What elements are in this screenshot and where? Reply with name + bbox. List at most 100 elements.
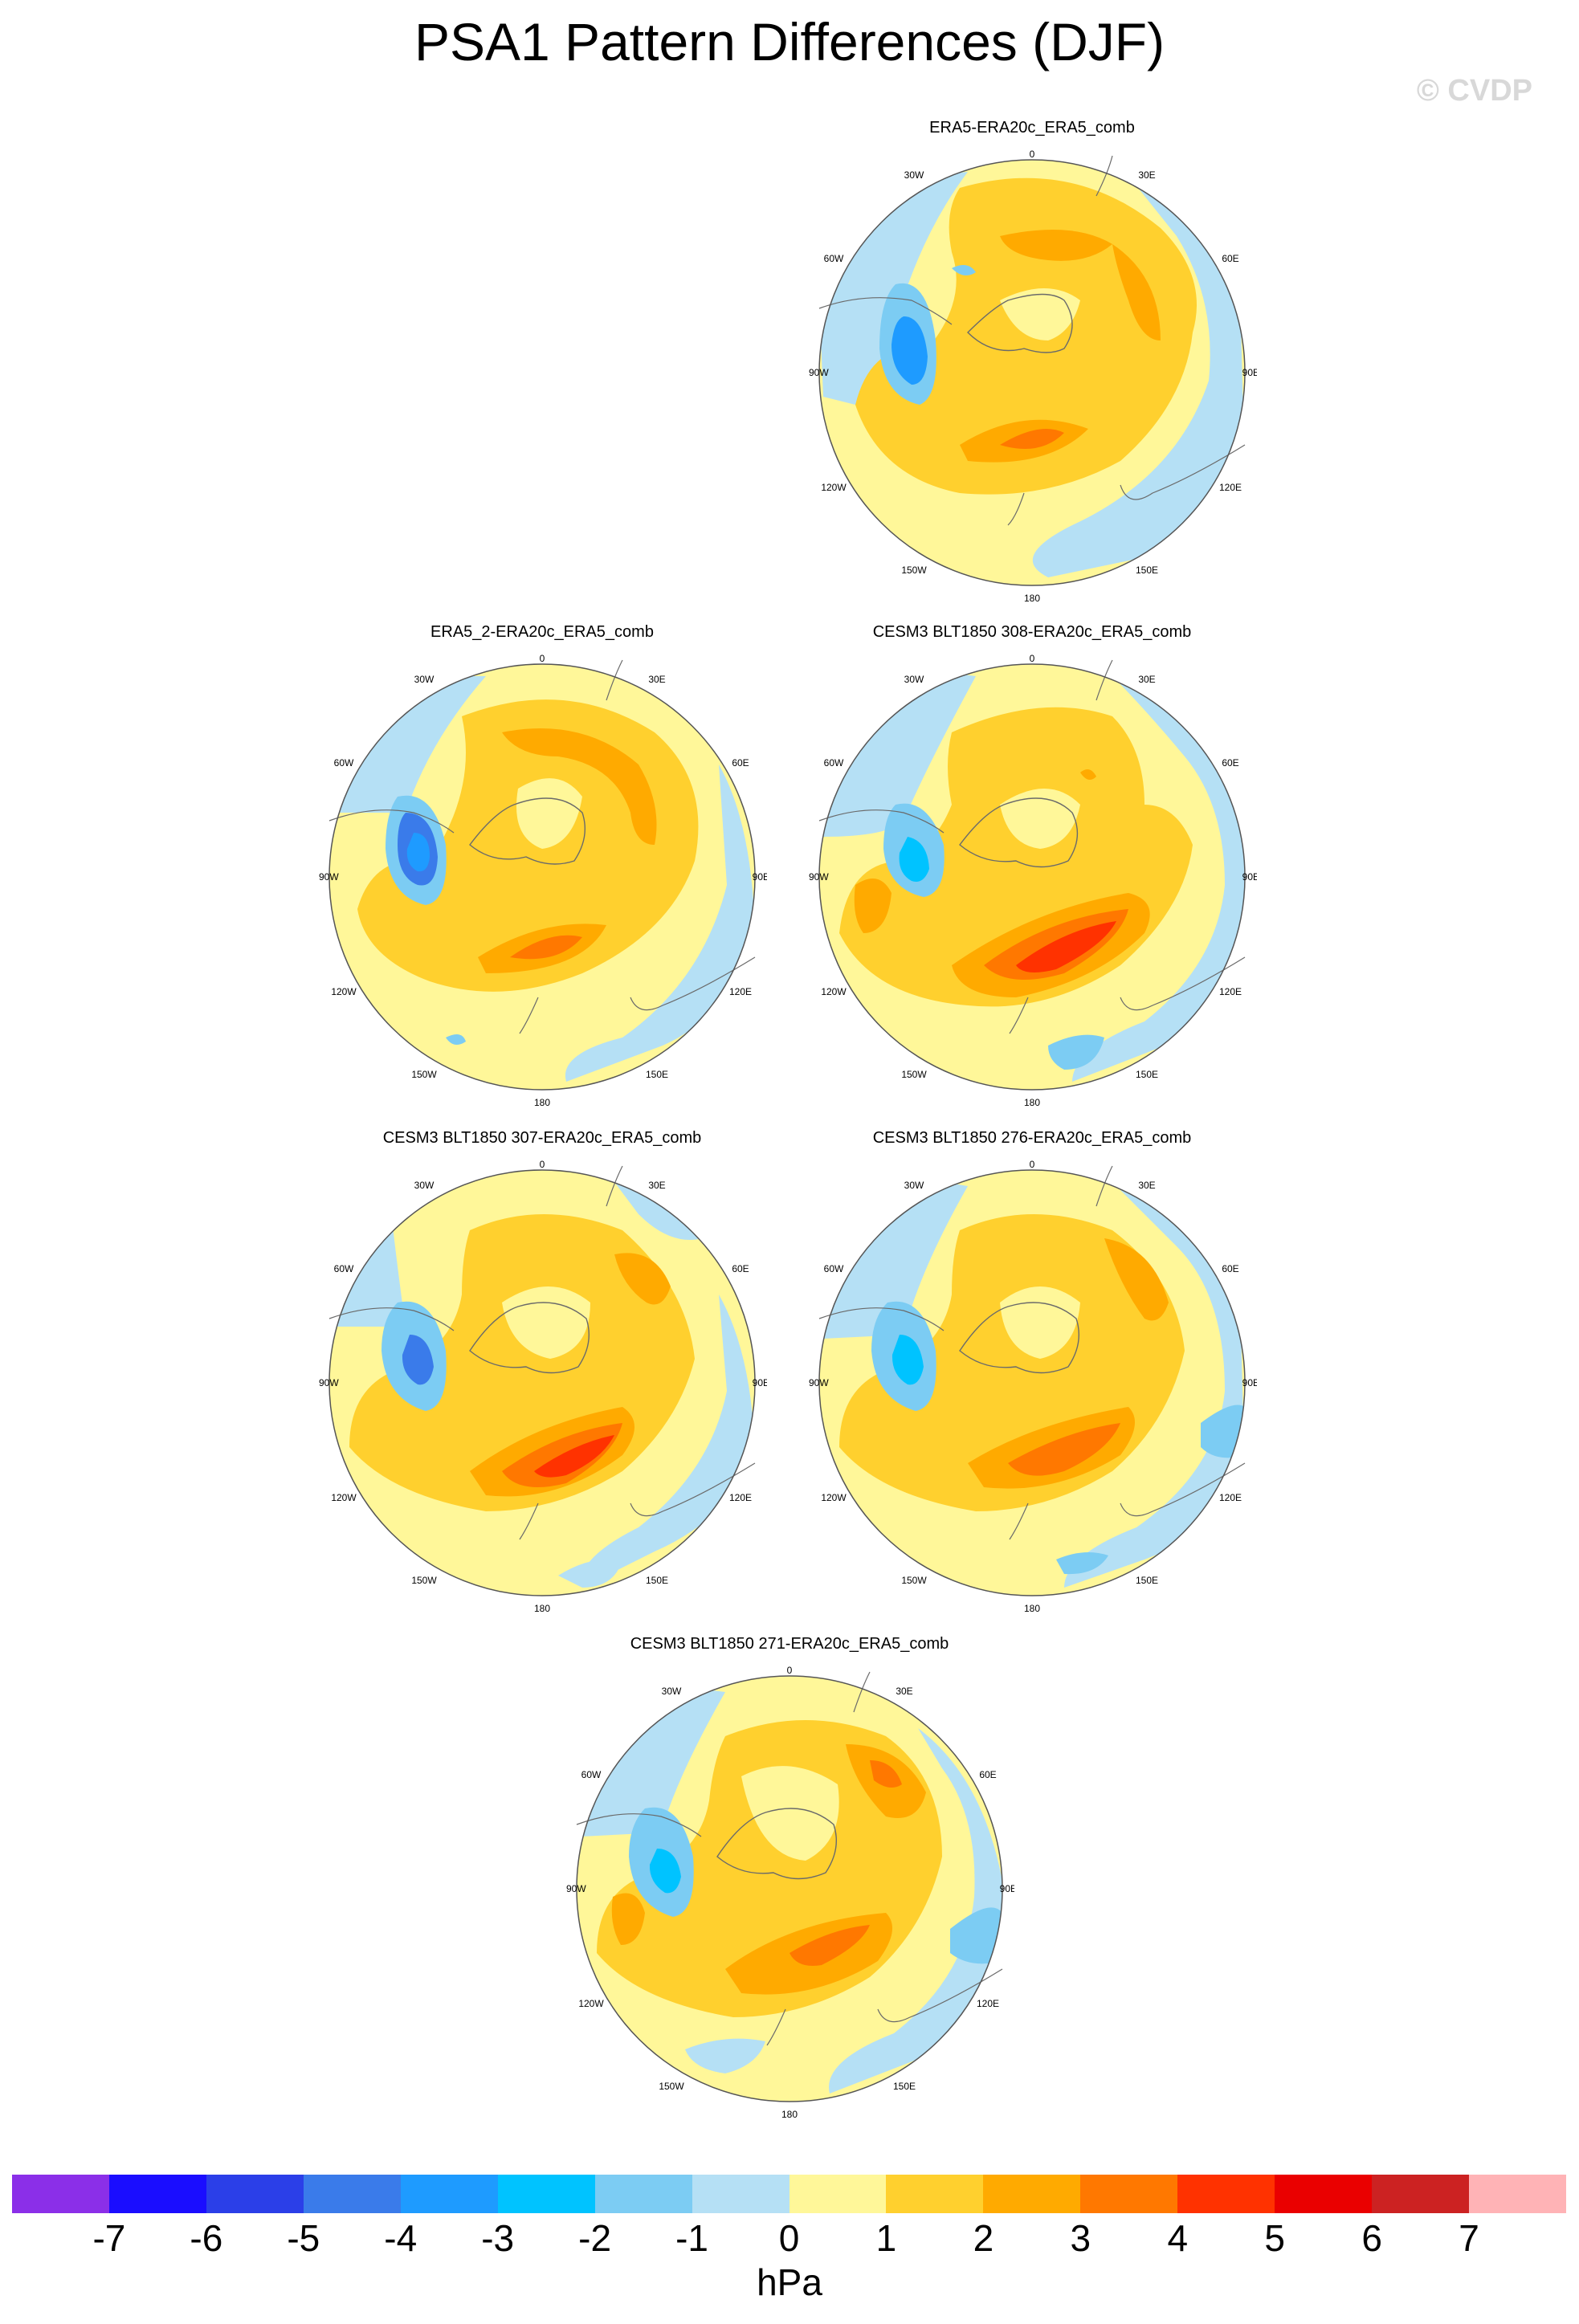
lon-labels: 0 30E 60E 90E 120E 150E 180 150W 120W 90…: [319, 653, 767, 1108]
colorbar-box: [12, 2175, 109, 2213]
colorbar-units: hPa: [757, 2261, 822, 2303]
field-0-1: [1000, 1286, 1080, 1359]
lon-label: 30W: [414, 1180, 435, 1191]
lon-label: 30W: [904, 674, 924, 685]
panel-title: ERA5-ERA20c_ERA5_comb: [929, 119, 1135, 137]
polar-map: 0 30E 60E 90E 120E 150E 180 150W 120W 90…: [809, 149, 1257, 604]
colorbar-tick-label: 1: [875, 2217, 897, 2259]
field-0-1: [516, 778, 582, 849]
colorbar-tick-label: -1: [675, 2217, 709, 2259]
lon-labels: 0 30E 60E 90E 120E 150E 180 150W 120W 90…: [319, 1159, 767, 1614]
lon-label: 60E: [1222, 253, 1238, 264]
lon-label: 180: [534, 1603, 550, 1614]
colorbar-tick-label: 5: [1264, 2217, 1285, 2259]
colorbar: [12, 2175, 1566, 2213]
colorbar-box: [1177, 2175, 1275, 2213]
colorbar-box: [1372, 2175, 1470, 2213]
lon-label: 90E: [1242, 871, 1257, 883]
antarctica-outline: [469, 797, 586, 865]
contour-field: [819, 1170, 1245, 1596]
polar-map: 0 30E 60E 90E 120E 150E 180 150W 120W 90…: [809, 653, 1257, 1108]
contour-field: [577, 1676, 1002, 2102]
field-2-3: [1112, 244, 1161, 340]
lon-label: 120E: [977, 1998, 999, 2009]
lon-label: 60W: [824, 757, 844, 769]
africa-outline: [606, 659, 623, 701]
field-2-3: [614, 1253, 671, 1305]
lon-label: 150W: [901, 565, 927, 576]
field-neg4: [402, 1335, 434, 1385]
australia-outline: [630, 956, 756, 1011]
lon-label: 150W: [411, 1575, 437, 1586]
lon-label: 60E: [979, 1769, 996, 1780]
polar-map: 0 30E 60E 90E 120E 150E 180 150W 120W 90…: [319, 1159, 767, 1614]
australia-outline: [630, 1462, 756, 1517]
field-2-3: [611, 1893, 645, 1945]
colorbar-box: [692, 2175, 790, 2213]
new-zealand-outline: [766, 2008, 786, 2046]
polar-map: 0 30E 60E 90E 120E 150E 180 150W 120W 90…: [319, 653, 767, 1108]
africa-outline: [606, 1165, 623, 1207]
map-boundary: [818, 1169, 1246, 1596]
south-america-outline: [818, 297, 953, 325]
field-neg2: [1201, 1405, 1245, 1458]
lon-label: 150W: [659, 2081, 684, 2092]
field-0-1: [741, 1766, 839, 1861]
field-2-3: [502, 728, 657, 845]
lon-label: 120E: [1219, 1492, 1242, 1503]
lon-label: 30E: [896, 1686, 912, 1697]
lon-label: 30W: [904, 1180, 924, 1191]
field-neg3: [892, 316, 928, 385]
contour-field: [819, 160, 1245, 585]
colorbar-tick-label: 0: [778, 2217, 800, 2259]
lon-label: 90W: [319, 1377, 339, 1388]
field-neg1: [614, 1182, 703, 1240]
panel-title: CESM3 BLT1850 307-ERA20c_ERA5_comb: [382, 1129, 702, 1147]
lon-label: 0: [540, 1159, 545, 1170]
polar-map: 0 30E 60E 90E 120E 150E 180 150W 120W 90…: [809, 1159, 1257, 1614]
antarctica-outline: [716, 1808, 838, 1880]
colorbar-box: [497, 2175, 595, 2213]
antarctica-outline: [967, 293, 1073, 353]
south-america-outline: [328, 1307, 455, 1331]
australia-outline: [1120, 1462, 1246, 1517]
lon-label: 150W: [411, 1069, 437, 1080]
lon-label: 30E: [648, 674, 665, 685]
lon-label: 150E: [893, 2081, 916, 2092]
map-boundary: [328, 663, 756, 1091]
lon-label: 150W: [901, 1575, 927, 1586]
field-4-5: [534, 1435, 614, 1478]
colorbar-box: [983, 2175, 1081, 2213]
lon-label: 150E: [646, 1069, 668, 1080]
lon-label: 30E: [1138, 169, 1155, 181]
field-3-4: [1008, 1423, 1120, 1476]
lon-label: 60E: [732, 1263, 749, 1274]
lon-label: 150W: [901, 1069, 927, 1080]
colorbar-box: [594, 2175, 692, 2213]
contour-field: [819, 664, 1245, 1090]
field-neg2: [1048, 1034, 1104, 1070]
lon-label: 120E: [1219, 986, 1242, 997]
field-neg1: [829, 1728, 1002, 2094]
lon-label: 90W: [809, 367, 829, 378]
map-boundary: [818, 159, 1246, 586]
south-america-outline: [818, 1307, 945, 1331]
field-3-4: [1000, 429, 1064, 449]
lon-label: 30E: [648, 1180, 665, 1191]
field-neg1: [329, 676, 486, 821]
lon-label: 0: [1030, 1159, 1035, 1170]
lon-label: 90W: [809, 871, 829, 883]
lon-label: 60W: [334, 1263, 354, 1274]
lon-label: 30W: [904, 169, 924, 181]
lon-label: 60E: [732, 757, 749, 769]
map-boundary: [328, 1169, 756, 1596]
map-panel-cesm3-308: CESM3 BLT1850 308-ERA20c_ERA5_comb 0 30E: [807, 623, 1257, 1108]
australia-outline: [877, 1968, 1003, 2023]
lon-label: 60E: [1222, 757, 1238, 769]
new-zealand-outline: [1009, 1502, 1029, 1540]
colorbar-tick-label: -6: [190, 2217, 223, 2259]
lon-label: 180: [1024, 593, 1040, 604]
field-3-4: [790, 1925, 870, 1966]
map-boundary: [818, 663, 1246, 1091]
field-neg1: [558, 1559, 622, 1588]
